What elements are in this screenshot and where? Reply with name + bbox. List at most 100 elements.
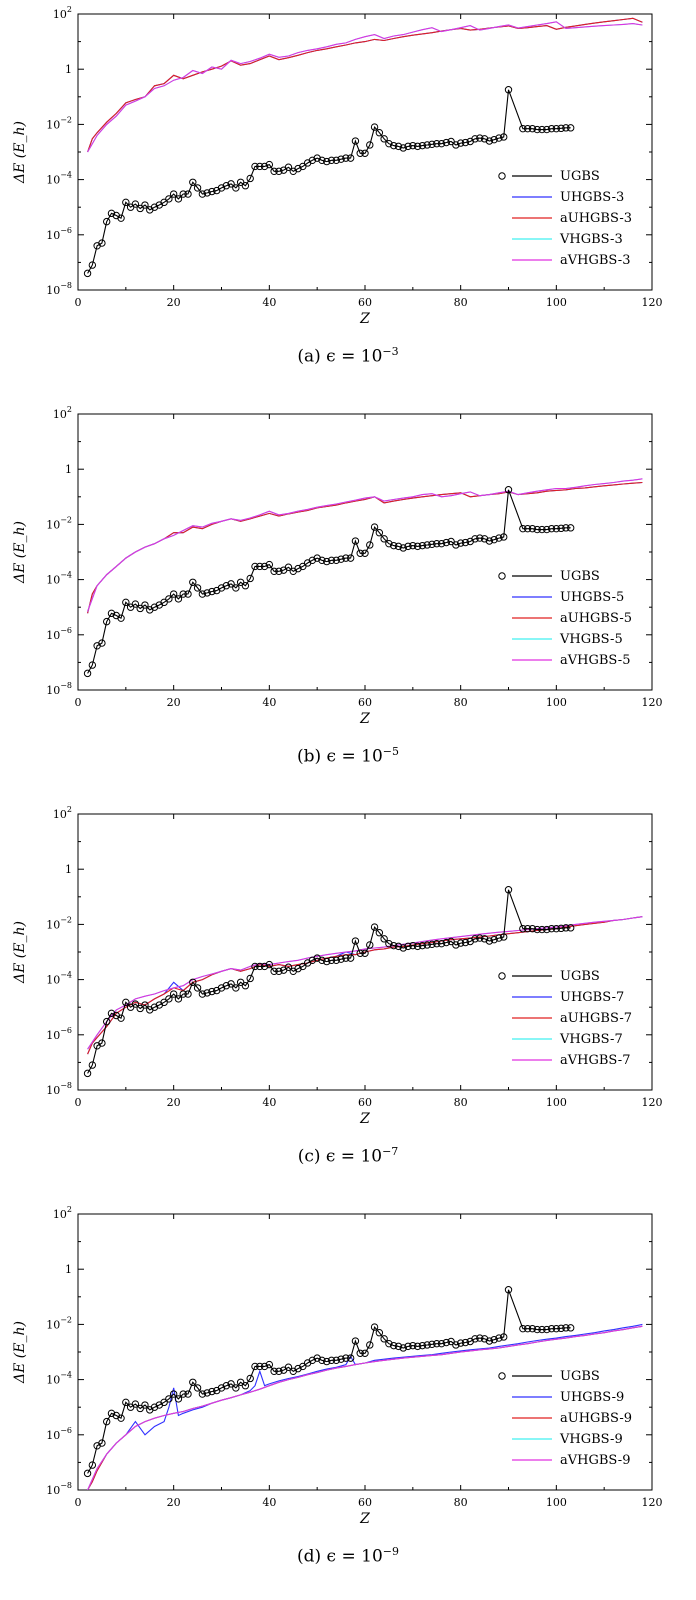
- ugbs-point: [351, 937, 360, 945]
- ugbs-point: [308, 1356, 317, 1365]
- ugbs-point: [471, 935, 479, 943]
- x-tick-label: 0: [75, 1496, 82, 1509]
- ugbs-point: [337, 555, 345, 563]
- chart-caption-b: (b) ϵ = 10−5: [0, 745, 696, 767]
- ugbs-point: [83, 1469, 92, 1478]
- ugbs-point: [150, 1403, 159, 1411]
- ugbs-point: [117, 1014, 125, 1022]
- ugbs-point: [299, 962, 307, 971]
- ugbs-point: [251, 562, 259, 571]
- ugbs-point: [523, 124, 532, 133]
- x-tick-label: 80: [454, 1496, 468, 1509]
- ugbs-point: [538, 525, 546, 534]
- y-axis-label: ΔE (E_h): [12, 921, 28, 984]
- ugbs-point: [480, 935, 489, 943]
- ugbs-point: [351, 537, 360, 545]
- ugbs-point: [523, 1324, 532, 1333]
- ugbs-point: [232, 984, 240, 992]
- ugbs-point: [222, 982, 230, 990]
- ugbs-point: [236, 978, 245, 986]
- x-tick-label: 60: [358, 296, 372, 309]
- ugbs-point: [141, 1401, 149, 1409]
- ugbs-point: [423, 141, 431, 149]
- legend-label: VHGBS-3: [559, 232, 623, 247]
- ugbs-point: [346, 1354, 355, 1362]
- ugbs-point: [500, 933, 508, 941]
- ugbs-point: [557, 924, 565, 933]
- x-axis-label: Z: [359, 311, 370, 327]
- ugbs-point: [103, 1417, 111, 1426]
- ugbs-point: [566, 524, 575, 532]
- x-tick-label: 0: [75, 1096, 82, 1109]
- ugbs-point: [107, 1409, 116, 1418]
- x-tick-label: 0: [75, 696, 82, 709]
- ugbs-point: [437, 539, 446, 548]
- ugbs-point: [562, 524, 570, 532]
- ugbs-point: [495, 1334, 503, 1342]
- ugbs-point: [251, 1362, 259, 1371]
- series-line-ugbs: [87, 889, 571, 1074]
- ugbs-point: [165, 1395, 173, 1403]
- series-line-uhgbs: [87, 17, 643, 153]
- ugbs-point: [413, 942, 422, 951]
- ugbs-point: [519, 524, 527, 533]
- ugbs-point: [308, 156, 317, 165]
- ugbs-point: [375, 529, 384, 537]
- ugbs-point: [275, 1367, 283, 1375]
- y-tick-label: 1: [65, 63, 72, 76]
- chart-panel-a: 0 20 40 60 80 100 120 10−8 10−6 10−4 10−2 1 102 Z ΔE (…: [0, 0, 696, 400]
- ugbs-point: [184, 1390, 192, 1398]
- ugbs-point: [222, 182, 230, 190]
- ugbs-point: [193, 584, 202, 592]
- ugbs-point: [270, 967, 278, 975]
- ugbs-point: [471, 135, 479, 143]
- ugbs-point: [98, 239, 106, 247]
- ugbs-point: [270, 1367, 278, 1375]
- ugbs-point: [399, 1344, 407, 1352]
- legend-label: aUHGBS-3: [560, 211, 632, 226]
- ugbs-point: [552, 524, 561, 533]
- x-tick-label: 40: [262, 296, 276, 309]
- ugbs-point: [189, 578, 197, 586]
- ugbs-point: [98, 1439, 106, 1447]
- ugbs-point: [236, 578, 245, 586]
- ugbs-point: [538, 125, 546, 134]
- ugbs-point: [552, 124, 561, 133]
- ugbs-point: [370, 923, 379, 931]
- ugbs-point: [284, 563, 293, 571]
- ugbs-point: [370, 123, 379, 131]
- ugbs-point: [413, 142, 422, 151]
- ugbs-point: [318, 156, 326, 165]
- ugbs-point: [241, 582, 250, 590]
- ugbs-point: [461, 138, 470, 147]
- legend-label: UHGBS-7: [560, 990, 624, 1005]
- ugbs-point: [461, 1338, 470, 1347]
- ugbs-point: [461, 938, 470, 947]
- y-tick-label: 10−8: [46, 1481, 72, 1497]
- y-tick-label: 10−8: [46, 1081, 72, 1097]
- ugbs-point: [428, 1340, 436, 1349]
- x-tick-label: 20: [167, 696, 181, 709]
- ugbs-point: [313, 154, 321, 162]
- ugbs-point: [107, 609, 116, 618]
- y-tick-label: 102: [53, 5, 72, 21]
- ugbs-point: [519, 124, 527, 133]
- x-tick-label: 60: [358, 1096, 372, 1109]
- ugbs-point: [179, 590, 187, 598]
- ugbs-point: [409, 1341, 417, 1350]
- legend-marker: [498, 172, 506, 180]
- ugbs-point: [217, 984, 226, 992]
- ugbs-point: [246, 974, 254, 983]
- ugbs-point: [198, 1390, 207, 1398]
- ugbs-point: [471, 1335, 479, 1343]
- x-tick-label: 100: [546, 1496, 567, 1509]
- ugbs-point: [318, 556, 326, 565]
- ugbs-point: [160, 998, 168, 1007]
- legend-label: UGBS: [560, 569, 600, 584]
- ugbs-point: [490, 535, 498, 544]
- legend-label: VHGBS-5: [559, 632, 623, 647]
- ugbs-point: [294, 164, 302, 173]
- ugbs-point: [260, 562, 269, 571]
- ugbs-point: [361, 949, 369, 957]
- ugbs-point: [476, 134, 484, 142]
